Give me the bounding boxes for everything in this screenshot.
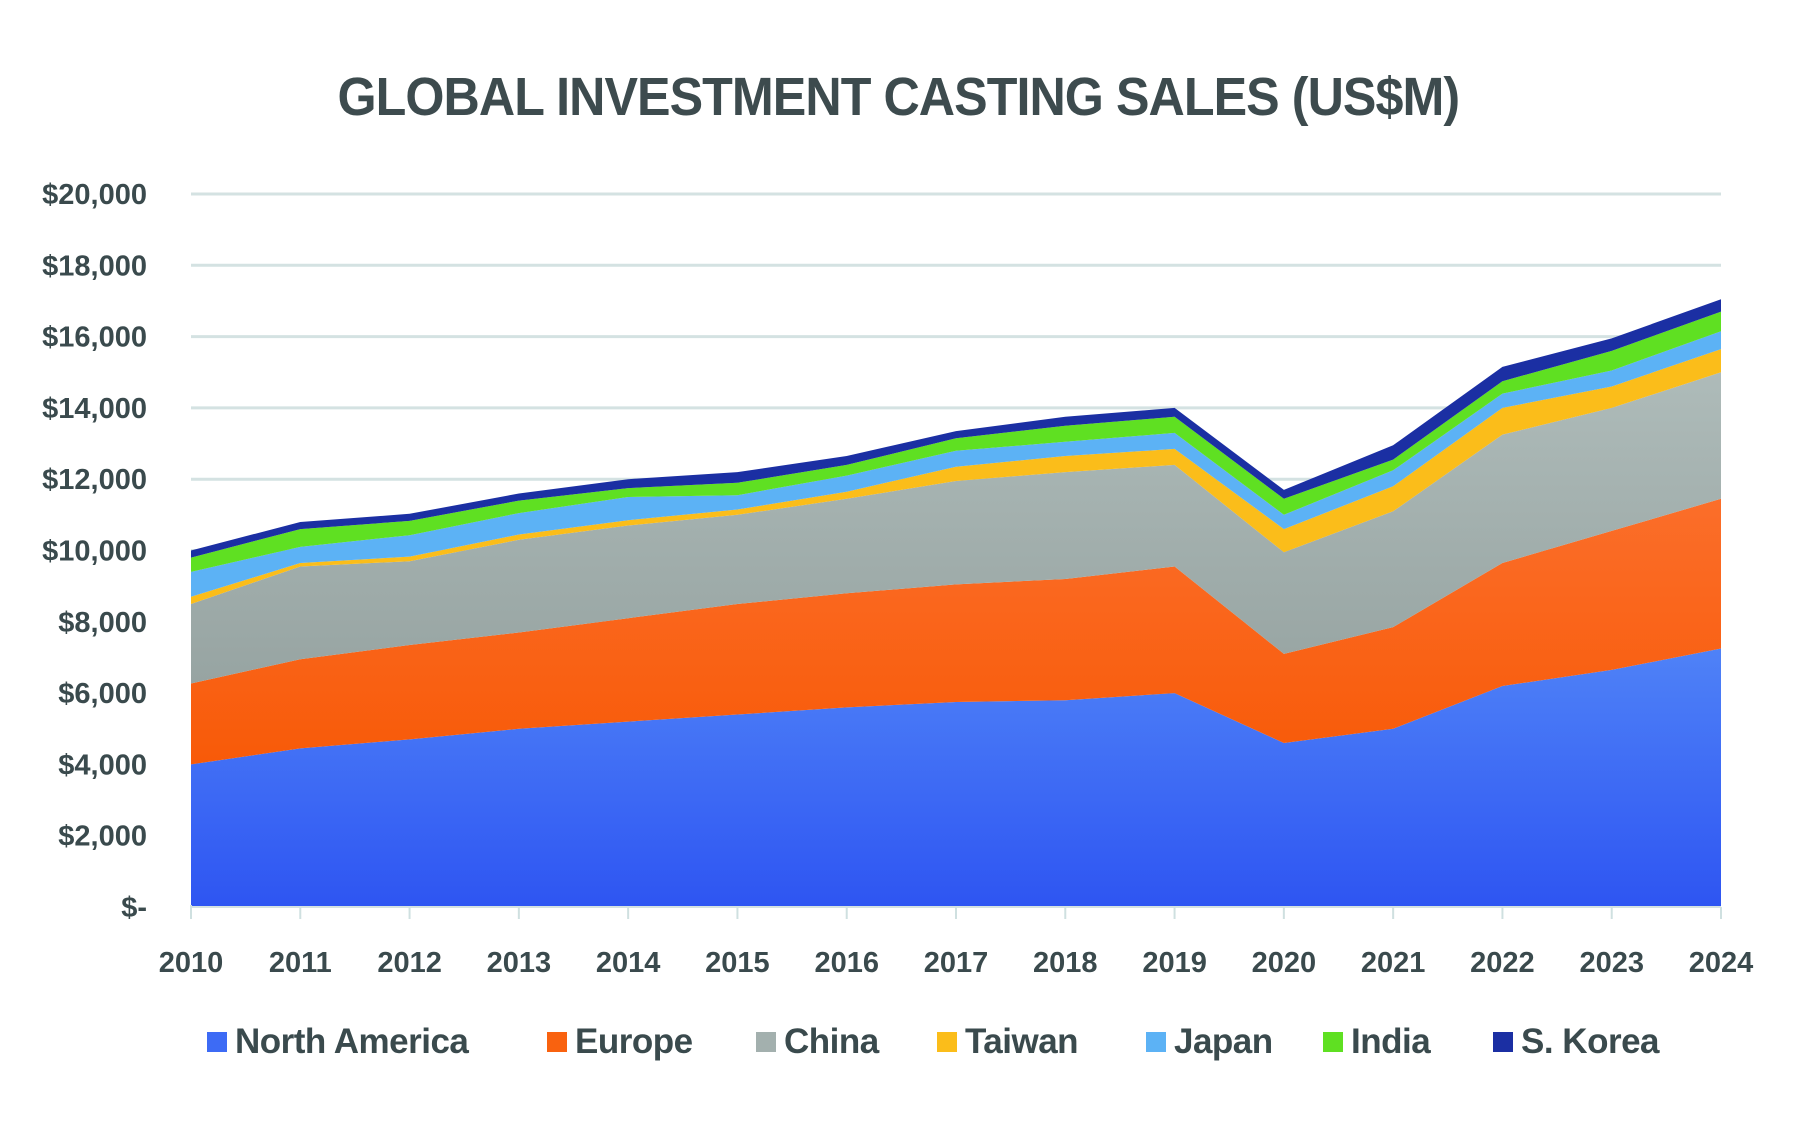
x-tick-label: 2017 <box>924 947 989 979</box>
axes <box>190 905 1722 919</box>
legend-item-europe: Europe <box>547 1022 693 1062</box>
x-tick-label: 2016 <box>814 947 879 979</box>
legend-swatch <box>1146 1032 1166 1052</box>
y-tick-label: $16,000 <box>42 322 147 354</box>
legend-item-india: India <box>1323 1022 1431 1062</box>
x-tick-label: 2023 <box>1579 947 1644 979</box>
x-tick-label: 2014 <box>596 947 661 979</box>
y-tick-label: $18,000 <box>42 250 147 282</box>
y-tick-label: $8,000 <box>58 607 147 639</box>
area-taiwan <box>191 349 1721 604</box>
legend-swatch <box>547 1032 567 1052</box>
legend-label: China <box>784 1022 879 1061</box>
x-tick-label: 2015 <box>705 947 770 979</box>
legend-label: Europe <box>575 1022 693 1061</box>
x-tick-label: 2011 <box>269 947 332 979</box>
legend-label: India <box>1351 1022 1431 1061</box>
legend-label: S. Korea <box>1521 1022 1660 1061</box>
x-tick-label: 2024 <box>1689 947 1754 979</box>
legend-label: Japan <box>1174 1022 1273 1061</box>
y-tick-label: $14,000 <box>42 393 147 425</box>
y-tick-label: $- <box>121 892 147 924</box>
x-tick-label: 2018 <box>1033 947 1098 979</box>
area-china <box>191 372 1721 684</box>
area-north-america <box>191 648 1721 907</box>
x-tick-label: 2019 <box>1142 947 1207 979</box>
y-tick-label: $12,000 <box>42 464 147 496</box>
legend-item-china: China <box>756 1022 879 1062</box>
area-japan <box>191 331 1721 597</box>
legend-swatch <box>756 1032 776 1052</box>
legend-label: Taiwan <box>965 1022 1079 1061</box>
y-tick-label: $10,000 <box>42 536 147 568</box>
x-tick-label: 2012 <box>377 947 442 979</box>
area-europe <box>191 498 1721 765</box>
x-tick-label: 2010 <box>159 947 224 979</box>
area-s-korea <box>191 299 1721 558</box>
x-tick-label: 2013 <box>487 947 552 979</box>
legend-item-s-korea: S. Korea <box>1493 1022 1660 1062</box>
x-tick-label: 2022 <box>1470 947 1535 979</box>
legend-item-japan: Japan <box>1146 1022 1273 1062</box>
legend-swatch <box>937 1032 957 1052</box>
y-tick-label: $4,000 <box>58 749 147 781</box>
legend-swatch <box>1323 1032 1343 1052</box>
chart-title: GLOBAL INVESTMENT CASTING SALES (US$M) <box>337 67 1461 127</box>
legend-item-taiwan: Taiwan <box>937 1022 1079 1062</box>
y-tick-label: $20,000 <box>42 179 147 211</box>
y-axis-tick-labels: $- $2,000 $4,000 $6,000 $8,000 $10,000 $12,000… <box>42 179 147 924</box>
x-tick-label: 2020 <box>1252 947 1317 979</box>
legend-swatch <box>1493 1032 1513 1052</box>
x-tick-label: 2021 <box>1361 947 1426 979</box>
y-tick-label: $6,000 <box>58 678 147 710</box>
legend-swatch <box>207 1032 227 1052</box>
legend-label: North America <box>235 1022 469 1061</box>
area-india <box>191 311 1721 572</box>
legend-item-north-america: North America <box>207 1022 469 1062</box>
x-axis-tick-labels: 2010 2011 2012 2013 2014 2015 2016 2017 2018 2019… <box>159 947 1754 979</box>
stacked-areas <box>191 299 1721 907</box>
y-tick-label: $2,000 <box>58 821 147 853</box>
